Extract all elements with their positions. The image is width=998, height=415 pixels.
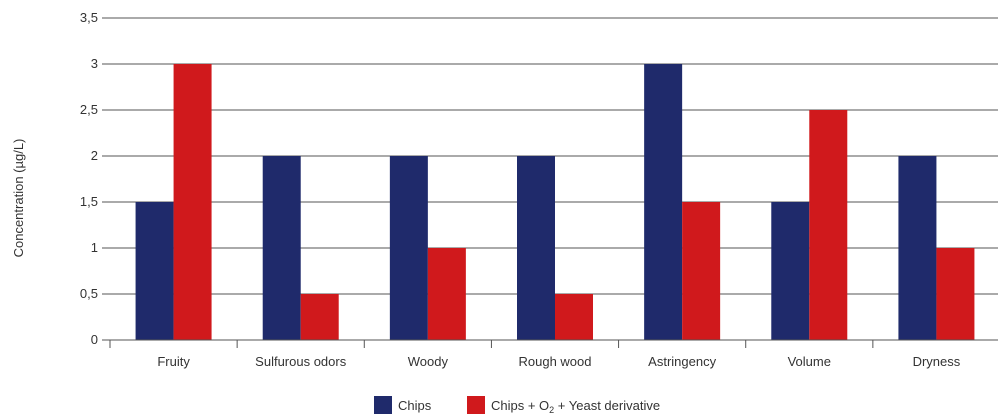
bar-chips-o2-yeast (173, 64, 212, 340)
x-tick-label: Woody (408, 354, 449, 369)
legend-swatch-chips (374, 396, 392, 414)
bar-chips-o2-yeast (809, 110, 848, 340)
legend: Chips Chips + O2 + Yeast derivative (374, 396, 660, 415)
y-tick-label: 3 (91, 56, 98, 71)
bar-chips-o2-yeast (427, 248, 466, 340)
bar-chips (771, 202, 810, 340)
x-tick-label: Rough wood (519, 354, 592, 369)
y-tick-label: 0 (91, 332, 98, 347)
x-tick-label: Astringency (648, 354, 716, 369)
x-tick-label: Fruity (157, 354, 190, 369)
bar-chips (262, 156, 301, 340)
bar-chips-o2-yeast (682, 202, 721, 340)
bar-chips (389, 156, 428, 340)
y-axis-title: Concentration (µg/L) (11, 139, 26, 258)
y-tick-label: 2,5 (80, 102, 98, 117)
y-tick-labels: 0 0,5 1 1,5 2 2,5 3 3,5 (80, 10, 98, 347)
legend-label-subscript: 2 (549, 405, 554, 415)
legend-label-chips-o2-yeast: Chips + O2 + Yeast derivative (491, 398, 660, 415)
y-tick-label: 1 (91, 240, 98, 255)
bar-chips-o2-yeast (300, 294, 339, 340)
y-tick-label: 0,5 (80, 286, 98, 301)
y-tick-label: 2 (91, 148, 98, 163)
x-tick-label: Volume (788, 354, 831, 369)
bar-chips (517, 156, 555, 340)
legend-label-chips: Chips (398, 398, 432, 413)
x-tick-label: Dryness (913, 354, 961, 369)
legend-label-suffix: + Yeast derivative (554, 398, 660, 413)
legend-label-prefix: Chips + O (491, 398, 549, 413)
bar-chips (898, 156, 937, 340)
x-tick-labels: Fruity Sulfurous odors Woody Rough wood Astr… (157, 354, 960, 369)
legend-swatch-chips-o2-yeast (467, 396, 485, 414)
bar-chips (135, 202, 174, 340)
x-tick-label: Sulfurous odors (255, 354, 347, 369)
y-tick-label: 3,5 (80, 10, 98, 25)
y-tick-label: 1,5 (80, 194, 98, 209)
bar-chips-o2-yeast (555, 294, 593, 340)
bars (135, 64, 975, 340)
bar-chips-o2-yeast (936, 248, 975, 340)
bar-chips (644, 64, 683, 340)
